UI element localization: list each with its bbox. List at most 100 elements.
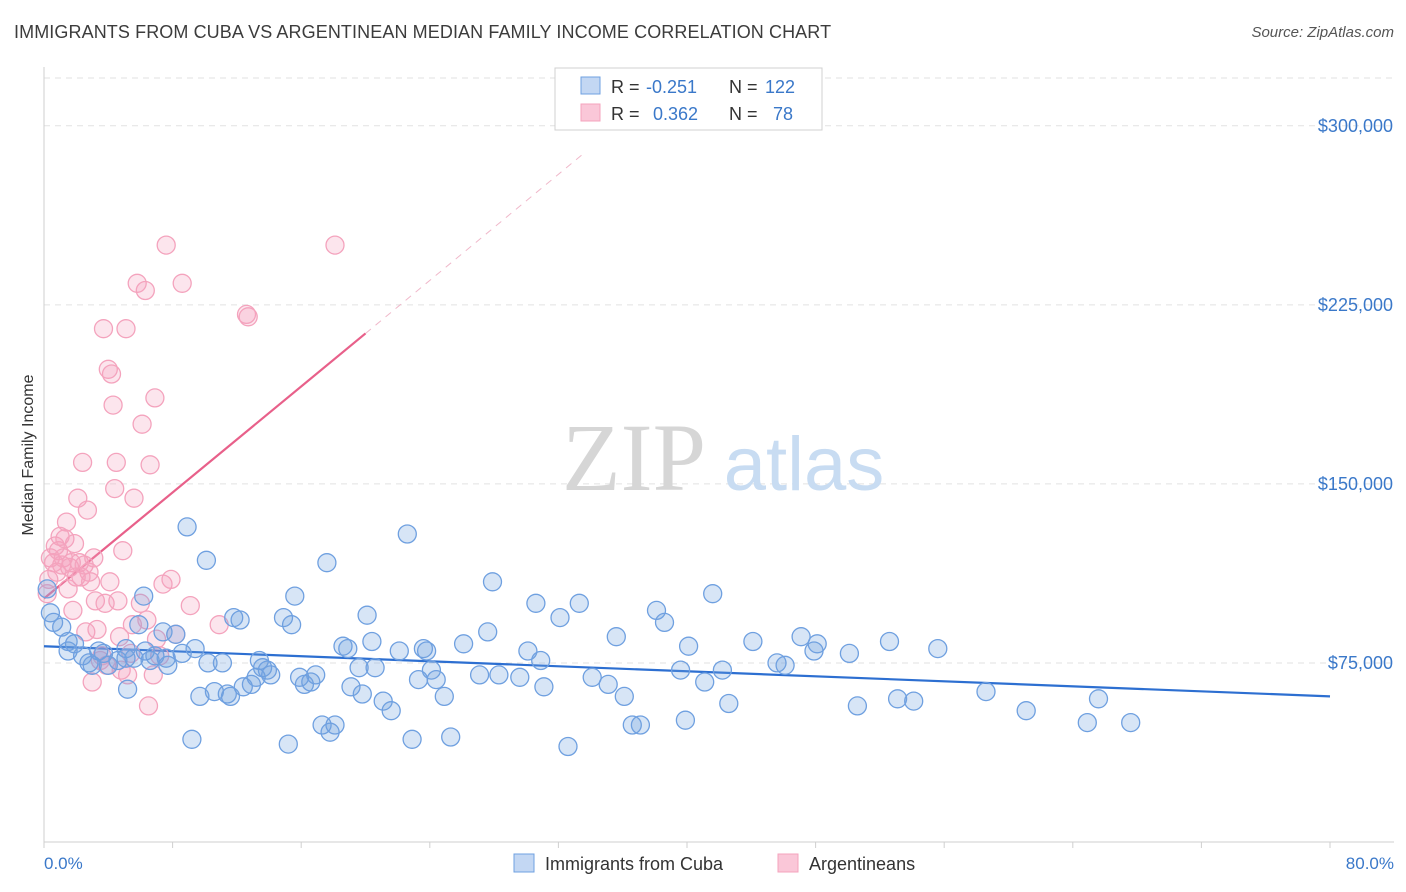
point-argentineans-15 <box>63 600 83 621</box>
point-cuba-101 <box>675 710 696 730</box>
legend-n-value-2: 78 <box>773 104 793 124</box>
point-cuba-100 <box>670 660 691 680</box>
point-cuba-119 <box>976 681 996 702</box>
point-cuba-109 <box>775 655 795 675</box>
point-cuba-122 <box>1088 689 1109 709</box>
point-cuba-112 <box>807 634 827 654</box>
point-cuba-29 <box>182 729 202 749</box>
point-cuba-107 <box>743 631 763 652</box>
point-cuba-94 <box>606 627 626 647</box>
point-cuba-70 <box>397 524 417 544</box>
point-argentineans-42 <box>108 591 128 611</box>
point-argentineans-21 <box>72 452 93 473</box>
point-argentineans-63 <box>156 235 176 255</box>
point-argentineans-54 <box>135 280 155 301</box>
legend-r-label-1: R = <box>611 77 640 97</box>
point-cuba-97 <box>630 715 651 735</box>
point-cuba-25 <box>158 655 178 675</box>
point-argentineans-64 <box>161 569 181 590</box>
point-cuba-61 <box>341 677 361 697</box>
point-cuba-89 <box>550 607 570 628</box>
point-argentineans-33 <box>93 319 114 339</box>
point-argentineans-67 <box>180 595 200 616</box>
point-argentineans-51 <box>127 273 147 293</box>
point-cuba-92 <box>582 667 602 687</box>
point-argentineans-46 <box>116 319 136 339</box>
point-argentineans-26 <box>80 572 101 592</box>
point-argentineans-40 <box>105 478 125 499</box>
point-cuba-22 <box>145 646 165 666</box>
point-cuba-63 <box>352 684 372 704</box>
point-cuba-120 <box>1016 701 1036 721</box>
point-cuba-65 <box>362 631 382 652</box>
point-cuba-71 <box>402 729 422 749</box>
point-cuba-49 <box>281 615 302 635</box>
point-argentineans-11 <box>56 512 77 532</box>
point-argentineans-24 <box>77 500 98 520</box>
point-cuba-15 <box>116 638 136 659</box>
point-argentineans-58 <box>143 665 163 685</box>
point-argentineans-45 <box>113 541 133 561</box>
point-cuba-118 <box>928 638 948 659</box>
point-argentineans-43 <box>109 627 130 647</box>
legend-n-value-1: 122 <box>765 77 795 97</box>
point-argentineans-27 <box>82 672 102 692</box>
point-argentineans-25 <box>79 562 99 582</box>
x-tick-label-max: 80.0% <box>1346 854 1394 873</box>
point-argentineans-53 <box>132 414 152 434</box>
point-cuba-20 <box>135 641 155 661</box>
point-cuba-0 <box>37 579 57 599</box>
point-cuba-80 <box>469 665 490 685</box>
point-cuba-105 <box>712 660 733 680</box>
point-argentineans-59 <box>145 388 165 408</box>
point-cuba-56 <box>317 553 337 573</box>
point-cuba-77 <box>434 686 454 707</box>
legend-n-label-2: N = <box>729 104 758 124</box>
point-cuba-33 <box>198 653 218 673</box>
point-argentineans-0 <box>37 584 57 604</box>
point-cuba-96 <box>622 715 642 735</box>
point-cuba-68 <box>381 701 401 721</box>
point-cuba-18 <box>129 615 149 635</box>
point-argentineans-57 <box>140 455 160 475</box>
point-cuba-19 <box>134 586 154 606</box>
point-argentineans-50 <box>124 488 144 508</box>
point-argentineans-47 <box>117 665 138 685</box>
point-cuba-93 <box>598 674 618 695</box>
legend-swatch-argentineans <box>580 103 601 122</box>
point-cuba-50 <box>285 586 305 606</box>
series-legend-swatch-argentineans <box>777 853 799 873</box>
point-cuba-95 <box>614 686 634 707</box>
point-argentineans-16 <box>64 533 85 554</box>
point-cuba-88 <box>534 677 554 697</box>
point-cuba-12 <box>98 655 118 675</box>
watermark-zip: ZIP <box>562 404 706 511</box>
point-cuba-91 <box>569 593 589 613</box>
point-cuba-114 <box>847 696 868 716</box>
point-cuba-73 <box>413 638 434 659</box>
point-cuba-64 <box>357 605 377 625</box>
point-argentineans-28 <box>84 548 104 568</box>
series-legend-swatch-cuba <box>513 853 535 873</box>
legend-r-label-2: R = <box>611 104 640 124</box>
point-argentineans-30 <box>87 619 107 640</box>
y-tick-label-3: $300,000 <box>1318 116 1393 136</box>
point-cuba-115 <box>879 631 900 652</box>
point-cuba-32 <box>196 550 217 570</box>
x-tick-label-min: 0.0% <box>44 854 83 873</box>
data-points <box>37 235 1141 757</box>
series-legend-label-cuba: Immigrants from Cuba <box>545 854 724 874</box>
y-axis-label: Median Family Income <box>20 374 37 535</box>
point-cuba-78 <box>441 727 461 747</box>
point-cuba-28 <box>177 517 197 537</box>
y-tick-labels: $75,000 $150,000 $225,000 $300,000 <box>1318 116 1393 673</box>
point-argentineans-66 <box>172 273 192 293</box>
point-cuba-46 <box>261 665 281 685</box>
series-legend-label-argentineans: Argentineans <box>809 854 915 874</box>
point-cuba-117 <box>904 691 924 711</box>
point-cuba-69 <box>389 641 409 661</box>
point-cuba-106 <box>719 693 739 714</box>
y-tick-label-1: $150,000 <box>1318 474 1393 494</box>
point-cuba-66 <box>365 658 385 678</box>
